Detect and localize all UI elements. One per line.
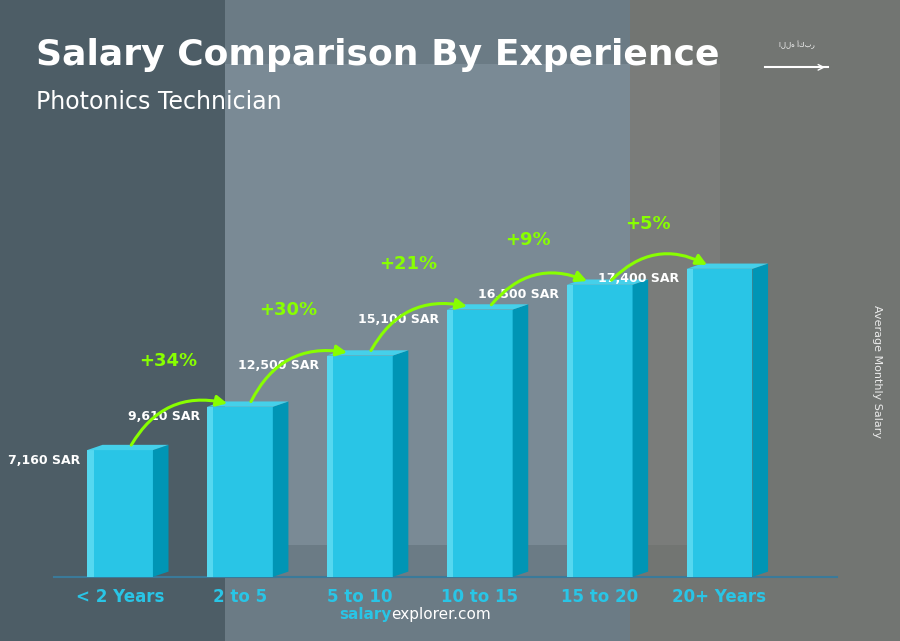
Text: Average Monthly Salary: Average Monthly Salary <box>872 305 883 438</box>
Text: 15,100 SAR: 15,100 SAR <box>358 313 439 326</box>
Bar <box>327 356 392 577</box>
Polygon shape <box>752 263 768 577</box>
Bar <box>87 450 94 577</box>
Text: 16,500 SAR: 16,500 SAR <box>479 288 560 301</box>
Polygon shape <box>87 445 168 450</box>
Bar <box>207 407 213 577</box>
Text: explorer.com: explorer.com <box>392 607 491 622</box>
Bar <box>687 269 693 577</box>
Bar <box>446 310 513 577</box>
Text: +34%: +34% <box>139 353 197 370</box>
Polygon shape <box>687 263 768 269</box>
Text: Photonics Technician: Photonics Technician <box>36 90 282 113</box>
Text: 7,160 SAR: 7,160 SAR <box>7 454 80 467</box>
Bar <box>225 64 720 545</box>
Polygon shape <box>392 350 409 577</box>
Text: Salary Comparison By Experience: Salary Comparison By Experience <box>36 38 719 72</box>
Text: +30%: +30% <box>259 301 317 319</box>
Polygon shape <box>153 445 168 577</box>
Polygon shape <box>327 350 409 356</box>
Polygon shape <box>633 279 648 577</box>
Text: 12,500 SAR: 12,500 SAR <box>238 359 320 372</box>
Polygon shape <box>207 401 288 407</box>
Bar <box>687 269 752 577</box>
Polygon shape <box>567 279 648 285</box>
Text: +9%: +9% <box>505 231 551 249</box>
Text: 9,610 SAR: 9,610 SAR <box>128 410 200 423</box>
Polygon shape <box>273 401 288 577</box>
Text: الله أكبر: الله أكبر <box>778 40 814 49</box>
Bar <box>327 356 333 577</box>
Text: +5%: +5% <box>625 215 670 233</box>
Text: +21%: +21% <box>379 255 436 273</box>
Bar <box>87 450 153 577</box>
Bar <box>567 285 633 577</box>
Bar <box>446 310 454 577</box>
Bar <box>630 0 900 641</box>
Text: salary: salary <box>339 607 392 622</box>
Bar <box>207 407 273 577</box>
Bar <box>0 0 225 641</box>
Bar <box>567 285 573 577</box>
Polygon shape <box>446 304 528 310</box>
Text: 17,400 SAR: 17,400 SAR <box>598 272 680 285</box>
Polygon shape <box>513 304 528 577</box>
